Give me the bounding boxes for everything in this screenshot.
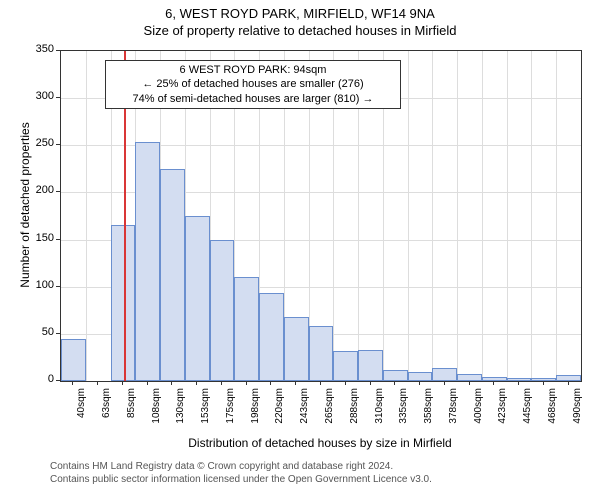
histogram-bar	[210, 240, 235, 381]
x-tick-label: 108sqm	[151, 388, 162, 432]
histogram-bar	[61, 339, 86, 381]
gridline-v	[408, 51, 409, 381]
gridline-v	[556, 51, 557, 381]
gridline-v	[531, 51, 532, 381]
annotation-line-3: 74% of semi-detached houses are larger (…	[112, 92, 394, 106]
y-tick-mark	[56, 50, 60, 51]
histogram-bar	[358, 350, 383, 381]
x-tick-mark	[295, 381, 296, 385]
x-tick-label: 63sqm	[101, 388, 112, 432]
x-tick-label: 85sqm	[126, 388, 137, 432]
y-tick-mark	[56, 97, 60, 98]
x-tick-label: 423sqm	[497, 388, 508, 432]
x-tick-label: 400sqm	[473, 388, 484, 432]
x-tick-label: 198sqm	[250, 388, 261, 432]
x-tick-label: 40sqm	[76, 388, 87, 432]
gridline-v	[507, 51, 508, 381]
annotation-line-2: ← 25% of detached houses are smaller (27…	[112, 77, 394, 91]
x-tick-mark	[518, 381, 519, 385]
x-tick-mark	[370, 381, 371, 385]
chart-title: 6, WEST ROYD PARK, MIRFIELD, WF14 9NA	[0, 0, 600, 21]
x-axis-label: Distribution of detached houses by size …	[60, 436, 580, 450]
x-tick-mark	[419, 381, 420, 385]
y-tick-mark	[56, 144, 60, 145]
histogram-bar	[259, 293, 284, 381]
histogram-bar	[556, 375, 581, 381]
x-tick-label: 468sqm	[547, 388, 558, 432]
y-tick-label: 150	[26, 232, 54, 244]
gridline-v	[86, 51, 87, 381]
x-tick-mark	[221, 381, 222, 385]
x-tick-mark	[270, 381, 271, 385]
y-tick-label: 250	[26, 137, 54, 149]
x-tick-label: 175sqm	[225, 388, 236, 432]
histogram-bar	[135, 142, 160, 381]
x-tick-label: 153sqm	[200, 388, 211, 432]
gridline-v	[482, 51, 483, 381]
footer-line-2: Contains public sector information licen…	[50, 473, 432, 486]
y-tick-mark	[56, 239, 60, 240]
histogram-bar	[309, 326, 334, 381]
y-tick-label: 350	[26, 43, 54, 55]
histogram-bar	[333, 351, 358, 381]
x-tick-mark	[72, 381, 73, 385]
x-tick-label: 445sqm	[522, 388, 533, 432]
y-axis-label: Number of detached properties	[18, 105, 32, 305]
y-tick-label: 0	[26, 373, 54, 385]
histogram-bar	[408, 372, 433, 381]
chart-subtitle: Size of property relative to detached ho…	[0, 21, 600, 38]
gridline-v	[457, 51, 458, 381]
x-tick-mark	[568, 381, 569, 385]
y-tick-mark	[56, 380, 60, 381]
x-tick-mark	[469, 381, 470, 385]
x-tick-mark	[122, 381, 123, 385]
histogram-bar	[284, 317, 309, 381]
x-tick-label: 265sqm	[324, 388, 335, 432]
x-tick-label: 243sqm	[299, 388, 310, 432]
gridline-v	[432, 51, 433, 381]
annotation-line-1: 6 WEST ROYD PARK: 94sqm	[112, 63, 394, 77]
x-tick-mark	[444, 381, 445, 385]
histogram-bar	[457, 374, 482, 381]
y-tick-label: 50	[26, 326, 54, 338]
x-tick-mark	[196, 381, 197, 385]
x-tick-mark	[97, 381, 98, 385]
y-tick-mark	[56, 191, 60, 192]
x-tick-mark	[171, 381, 172, 385]
footer-line-1: Contains HM Land Registry data © Crown c…	[50, 460, 432, 473]
y-tick-label: 200	[26, 184, 54, 196]
histogram-bar	[531, 378, 556, 381]
histogram-bar	[432, 368, 457, 381]
histogram-bar	[111, 225, 136, 381]
x-tick-mark	[394, 381, 395, 385]
x-tick-label: 335sqm	[398, 388, 409, 432]
y-tick-label: 100	[26, 279, 54, 291]
x-tick-label: 358sqm	[423, 388, 434, 432]
x-tick-label: 220sqm	[274, 388, 285, 432]
histogram-bar	[185, 216, 210, 381]
histogram-bar	[383, 370, 408, 381]
x-tick-label: 378sqm	[448, 388, 459, 432]
y-tick-mark	[56, 333, 60, 334]
x-tick-label: 288sqm	[349, 388, 360, 432]
footer-attribution: Contains HM Land Registry data © Crown c…	[50, 460, 432, 486]
x-tick-mark	[345, 381, 346, 385]
x-tick-label: 490sqm	[572, 388, 583, 432]
annotation-box: 6 WEST ROYD PARK: 94sqm ← 25% of detache…	[105, 60, 401, 109]
x-tick-mark	[543, 381, 544, 385]
y-tick-label: 300	[26, 90, 54, 102]
x-tick-mark	[493, 381, 494, 385]
x-tick-mark	[246, 381, 247, 385]
histogram-bar	[234, 277, 259, 381]
y-tick-mark	[56, 286, 60, 287]
x-tick-label: 130sqm	[175, 388, 186, 432]
histogram-bar	[160, 169, 185, 381]
x-tick-mark	[147, 381, 148, 385]
x-tick-mark	[320, 381, 321, 385]
x-tick-label: 310sqm	[374, 388, 385, 432]
